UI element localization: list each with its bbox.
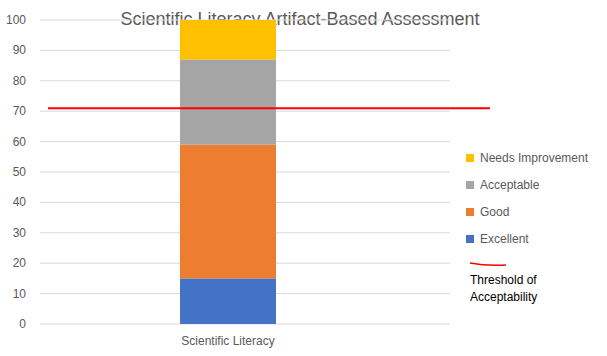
bar-segment: [180, 145, 276, 279]
tick-label: 90: [13, 43, 27, 57]
bars: [180, 20, 276, 324]
category-label: Scientific Literacy: [181, 334, 274, 348]
tick-label: 60: [13, 135, 27, 149]
title: Scientific Literacy Artifact-Based Asses…: [120, 9, 479, 29]
bar-segment: [180, 20, 276, 60]
legend-line: [470, 263, 506, 265]
legend-label: Needs Improvement: [480, 151, 589, 165]
legend-label: Excellent: [480, 232, 529, 246]
legend-swatch: [466, 208, 474, 216]
legend-swatch: [466, 181, 474, 189]
bar-segment: [180, 60, 276, 145]
threshold-line: [48, 107, 490, 109]
tick-label: 0: [19, 317, 26, 331]
legend-label: Good: [480, 205, 509, 219]
legend-swatch: [466, 154, 474, 162]
bar-segment: [180, 278, 276, 324]
tick-label: 20: [13, 256, 27, 270]
tick-label: 100: [6, 13, 26, 27]
legend-swatch: [466, 235, 474, 243]
tick-label: 30: [13, 226, 27, 240]
tick-label: 50: [13, 165, 27, 179]
legend-label: Acceptable: [480, 178, 540, 192]
tick-label: 80: [13, 74, 27, 88]
tick-label: 10: [13, 287, 27, 301]
tick-label: 40: [13, 195, 27, 209]
threshold-label: Threshold of Acceptability: [470, 272, 580, 306]
tick-label: 70: [13, 104, 27, 118]
